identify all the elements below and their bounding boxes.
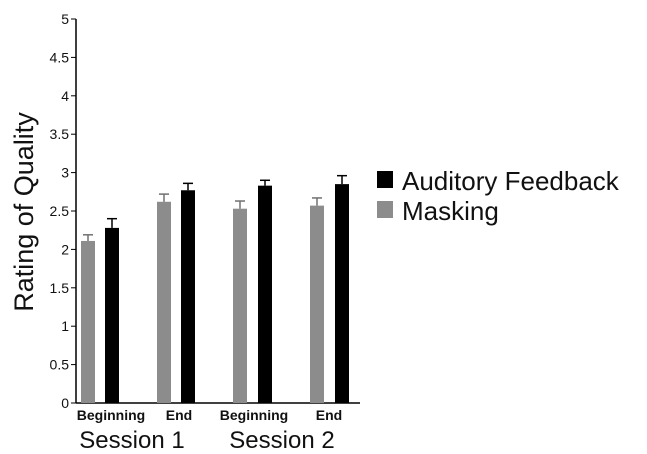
- bar-masking: [157, 201, 171, 403]
- y-tick-label: 4: [61, 88, 69, 104]
- error-bars: [83, 174, 347, 241]
- x-group-label: Session 1: [79, 427, 184, 454]
- bar-auditory-feedback: [335, 184, 349, 403]
- legend-swatch-auditory-feedback: [377, 171, 393, 188]
- y-axis-ticks: 0 0.5 1 1.5 2 2.5 3 3.5 4 4.5 5: [50, 11, 76, 411]
- y-axis-title: Rating of Quality: [9, 112, 39, 312]
- x-category-label: End: [316, 407, 342, 423]
- bar-masking: [81, 240, 95, 403]
- bar-masking: [233, 208, 247, 403]
- x-group-label: Session 2: [229, 427, 334, 454]
- bar-auditory-feedback: [181, 190, 195, 403]
- legend-label-masking: Masking: [402, 196, 499, 226]
- y-tick-label: 5: [61, 11, 69, 27]
- y-tick-label: 2: [61, 241, 69, 257]
- x-category-label: Beginning: [220, 407, 288, 423]
- y-tick-label: 2.5: [50, 203, 70, 219]
- x-category-label: Beginning: [77, 407, 145, 423]
- bar-auditory-feedback: [258, 185, 272, 403]
- y-tick-label: 1: [61, 318, 69, 334]
- legend-swatch-masking: [377, 201, 393, 218]
- bar-masking: [310, 205, 324, 403]
- y-tick-label: 4.5: [50, 49, 70, 65]
- y-tick-label: 1.5: [50, 280, 70, 296]
- bar-auditory-feedback: [105, 227, 119, 403]
- y-tick-label: 0.5: [50, 357, 70, 373]
- y-tick-label: 3: [61, 165, 69, 181]
- legend-label-auditory-feedback: Auditory Feedback: [402, 166, 620, 196]
- x-category-label: End: [166, 407, 192, 423]
- x-axis-group-labels: Session 1 Session 2: [79, 427, 334, 454]
- x-axis-category-labels: Beginning End Beginning End: [77, 407, 342, 423]
- bars: [81, 184, 349, 403]
- y-tick-label: 3.5: [50, 126, 70, 142]
- legend: Auditory Feedback Masking: [377, 166, 620, 226]
- y-tick-label: 0: [61, 395, 69, 411]
